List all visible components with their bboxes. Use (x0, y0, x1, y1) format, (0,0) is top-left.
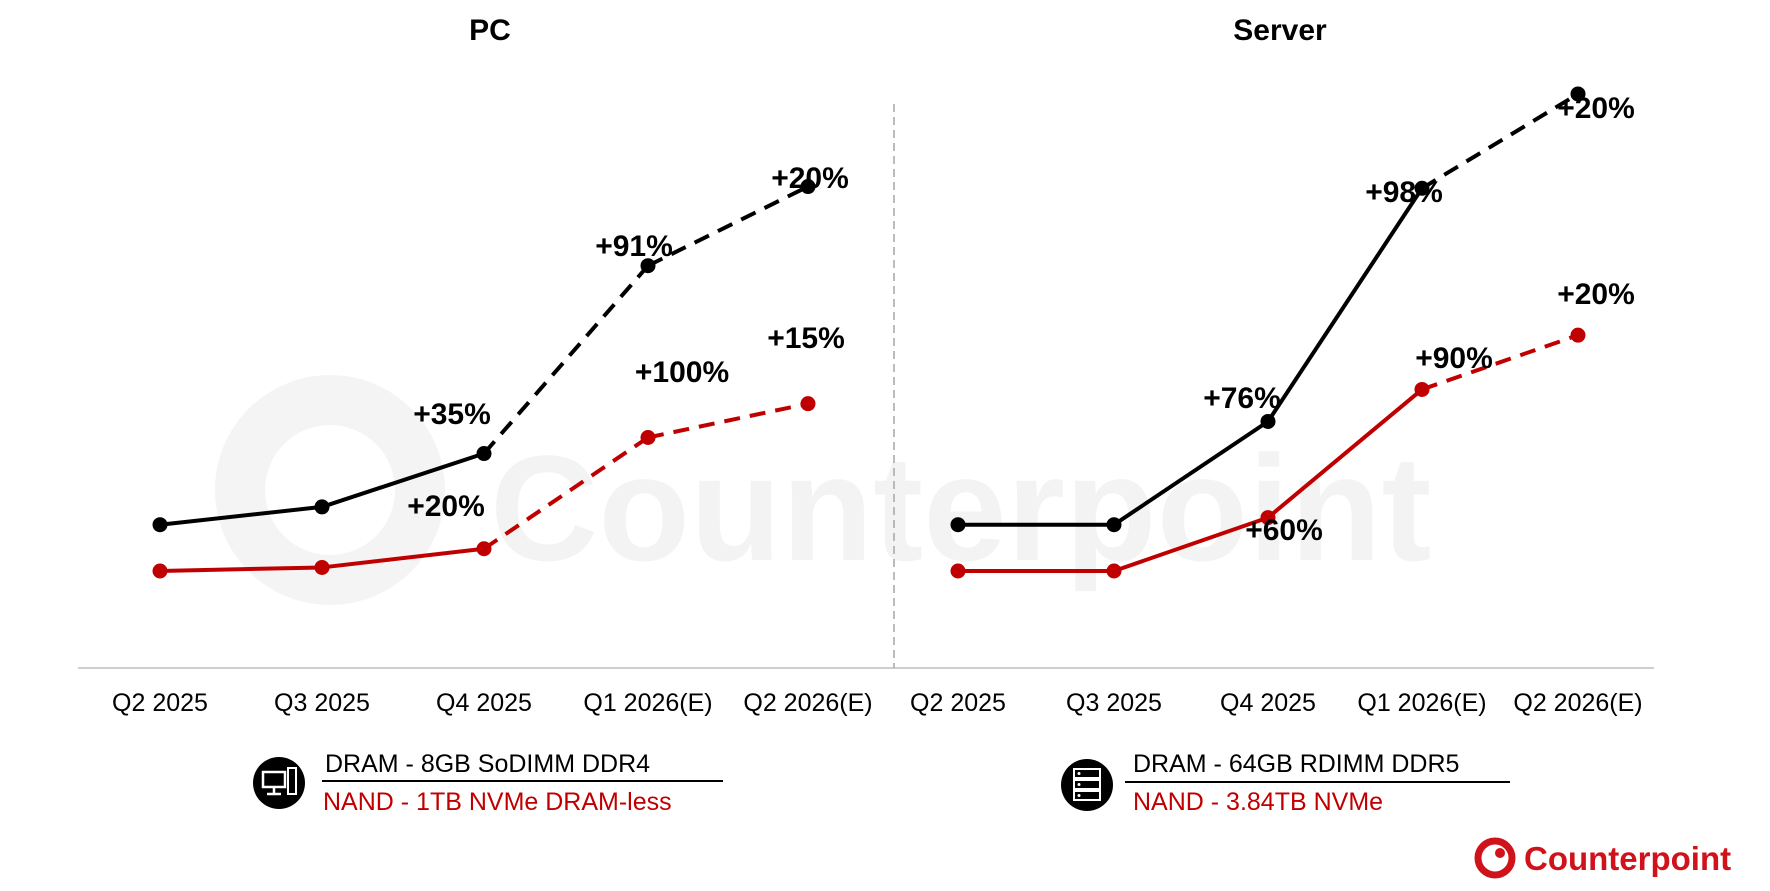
server-nand-point (950, 563, 966, 579)
server-x-axis-ticks: Q2 2025 Q3 2025 Q4 2025 Q1 2026(E) Q2 20… (910, 689, 1643, 717)
brand-mark-icon (1474, 837, 1516, 879)
server-dram-point (1106, 517, 1122, 533)
server-nand-line-segment (1113, 515, 1269, 573)
pc-x-axis-ticks: Q2 2025 Q3 2025 Q4 2025 Q1 2026(E) Q2 20… (112, 689, 873, 717)
pc-plot-area (152, 179, 816, 579)
pc-dram-line-segment (321, 451, 485, 509)
x-tick-label: Q2 2025 (910, 689, 1006, 717)
watermark: Counterpoint (215, 375, 1431, 605)
pc-nand-point (800, 396, 816, 412)
pc-dram-line-segment (159, 504, 323, 527)
x-tick-label: Q3 2025 (1066, 689, 1162, 717)
legend-nand-label: NAND - 1TB NVMe DRAM-less (323, 788, 672, 816)
brand-logo: Counterpoint (1474, 837, 1731, 879)
legend-dram-label: DRAM - 8GB SoDIMM DDR4 (325, 750, 650, 778)
data-label: +20% (1557, 92, 1635, 125)
x-tick-label: Q1 2026(E) (1357, 689, 1486, 717)
watermark-logo-icon (215, 375, 445, 605)
x-tick-label: Q2 2025 (112, 689, 208, 717)
desktop-pc-icon (253, 757, 305, 809)
pc-nand-line-segment (482, 435, 650, 551)
server-dram-point (950, 517, 966, 533)
data-label: +20% (407, 490, 485, 523)
server-data-labels: +76% +98% +20% +60% +90% +20% (1203, 92, 1635, 547)
pc-dram-point (152, 517, 168, 533)
data-label: +98% (1365, 176, 1443, 209)
legend-nand-label: NAND - 3.84TB NVMe (1133, 788, 1383, 816)
pc-nand-point (476, 541, 492, 557)
server-rack-icon (1061, 759, 1113, 811)
x-tick-label: Q4 2025 (1220, 689, 1316, 717)
x-tick-label: Q4 2025 (436, 689, 532, 717)
server-dram-point (1260, 413, 1276, 429)
x-tick-label: Q2 2026(E) (1513, 689, 1642, 717)
x-tick-label: Q3 2025 (274, 689, 370, 717)
server-dram-line-segment (1420, 92, 1580, 191)
server-chart-title: Server (1233, 14, 1327, 47)
data-label: +20% (1557, 278, 1635, 311)
pc-chart-title: PC (469, 14, 511, 47)
brand-name: Counterpoint (1524, 840, 1731, 877)
pc-nand-line-segment (321, 546, 485, 570)
server-dram-point (1414, 180, 1430, 196)
pc-nand-line-segment (647, 401, 809, 440)
data-label: +35% (413, 398, 491, 431)
pc-data-labels: +35% +91% +20% +20% +100% +15% (407, 162, 849, 523)
pc-dram-point (800, 179, 816, 195)
server-nand-point (1260, 510, 1276, 526)
data-label: +60% (1245, 514, 1323, 547)
data-label: +91% (595, 230, 673, 263)
server-plot-area (950, 86, 1586, 579)
server-nand-point (1106, 563, 1122, 579)
server-nand-line-segment (1421, 333, 1579, 392)
server-dram-line-segment (1112, 419, 1270, 527)
watermark-text: Counterpoint (490, 424, 1431, 592)
brand-mark-dot-icon (1495, 848, 1505, 858)
data-label: +100% (635, 356, 729, 389)
data-label: +15% (767, 322, 845, 355)
legend-dram-label: DRAM - 64GB RDIMM DDR5 (1133, 750, 1459, 778)
pc-nand-point (152, 563, 168, 579)
pc-legend: DRAM - 8GB SoDIMM DDR4 NAND - 1TB NVMe D… (253, 750, 723, 816)
pc-nand-line-segment (159, 565, 323, 573)
pc-dram-point (640, 258, 656, 274)
server-nand-point (1414, 381, 1430, 397)
x-tick-label: Q1 2026(E) (583, 689, 712, 717)
x-tick-label: Q2 2026(E) (743, 689, 872, 717)
pc-dram-point (314, 499, 330, 515)
data-label: +90% (1415, 342, 1493, 375)
pc-dram-line-segment (647, 184, 809, 268)
server-nand-point (1570, 327, 1586, 343)
server-dram-line-segment (1266, 187, 1424, 423)
pc-nand-point (640, 430, 656, 445)
pc-dram-point (476, 446, 492, 462)
server-legend: DRAM - 64GB RDIMM DDR5 NAND - 3.84TB NVM… (1061, 750, 1510, 816)
data-label: +20% (771, 162, 849, 195)
server-dram-point (1570, 86, 1586, 102)
server-nand-line-segment (1266, 387, 1424, 520)
data-label: +76% (1203, 382, 1281, 415)
pc-nand-point (314, 559, 330, 575)
pc-dram-line-segment (482, 264, 650, 455)
